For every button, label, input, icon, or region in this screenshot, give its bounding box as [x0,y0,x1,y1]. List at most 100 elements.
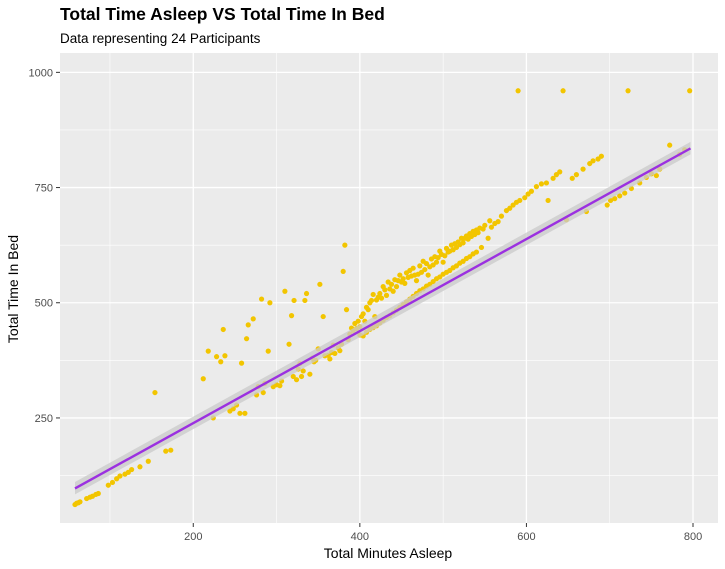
x-axis: 200 400 600 800 [184,523,702,543]
data-point [442,253,448,259]
data-point [243,336,250,342]
data-point [560,88,566,94]
data-point [222,353,228,359]
data-point [342,242,348,248]
data-point [422,266,428,273]
data-point [340,268,346,275]
x-tick-label: 200 [184,531,202,543]
data-point [242,410,248,416]
data-point [473,249,480,255]
data-point [355,318,361,324]
data-point [145,458,151,464]
data-point [667,142,673,148]
y-axis-title: Total Time In Bed [5,235,21,343]
data-point [238,360,245,366]
y-tick-label: 500 [35,298,53,310]
data-point [117,473,123,479]
data-point [282,288,288,294]
data-point [265,348,271,354]
data-point [286,341,292,347]
data-point [220,326,226,333]
y-tick-label: 250 [35,413,53,425]
data-point [488,224,495,230]
x-tick-label: 400 [351,531,369,543]
data-point [533,184,540,190]
data-point [378,295,385,301]
y-tick-label: 1000 [29,67,53,79]
data-point [393,284,400,290]
data-point [433,259,440,265]
data-point [653,172,659,179]
data-point [515,88,521,94]
data-point [245,322,251,328]
data-point [258,296,265,302]
data-point [277,383,283,389]
x-axis-title: Total Minutes Asleep [324,545,453,561]
trend-line [74,147,692,490]
data-point [293,377,300,383]
data-point [498,213,505,219]
data-point [303,290,310,297]
data-point [612,196,618,202]
data-point [598,153,604,159]
x-tick-label: 600 [517,531,535,543]
data-point [383,292,390,298]
data-point [487,218,493,224]
data-point [557,169,563,175]
data-point [317,281,323,287]
data-point [200,376,206,382]
data-point [485,235,491,241]
data-point [495,219,501,225]
data-point [423,260,430,267]
data-point [388,281,395,287]
data-point [538,181,545,187]
data-point [109,479,116,486]
chart-subtitle: Data representing 24 Participants [60,31,261,46]
data-point [368,297,375,304]
y-tick-label: 750 [35,183,53,195]
data-point [237,410,243,416]
data-point [569,175,575,181]
data-point [250,316,256,322]
data-point [377,290,383,297]
data-point [517,197,523,204]
data-point [213,354,220,360]
data-point [95,490,101,497]
data-point [365,307,371,313]
data-point [478,244,485,251]
data-point [168,447,174,453]
data-point [129,466,135,473]
data-point [440,259,446,265]
data-point [573,172,580,178]
data-point [625,88,631,94]
data-point [543,180,550,186]
data-point [545,197,551,204]
data-point [382,287,388,293]
data-point [417,263,423,269]
data-point [402,280,408,286]
data-point [425,272,431,278]
data-point [400,276,406,282]
data-point [267,300,273,306]
x-tick-label: 800 [684,531,702,543]
data-point [413,278,420,284]
data-point [604,202,610,208]
data-point [580,166,586,172]
data-point [298,373,305,380]
data-point [288,313,295,319]
chart-title: Total Time Asleep VS Total Time In Bed [60,4,385,24]
data-point [507,205,513,211]
data-point [528,188,535,194]
data-point [370,291,376,298]
data-point [343,307,350,313]
data-point [687,88,693,94]
data-point [390,288,396,294]
data-point [290,373,296,380]
data-point [205,348,211,354]
data-point [360,311,366,317]
data-point [410,265,416,271]
data-point [291,297,297,304]
data-point [522,195,528,201]
data-point [137,464,143,470]
